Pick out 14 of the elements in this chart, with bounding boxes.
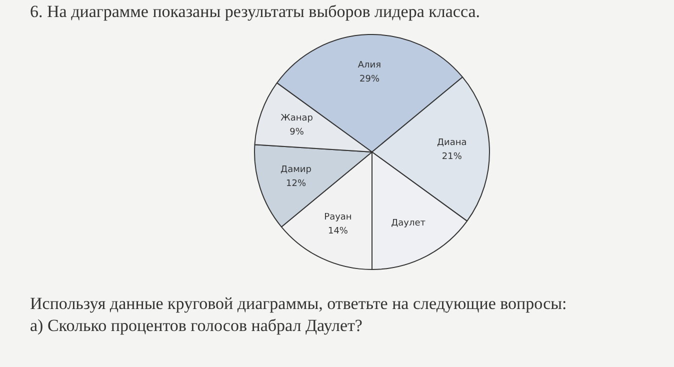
slice-label: Жанар [280,113,314,124]
data-label: 21% [442,152,462,162]
slice-label: Алия [358,60,382,70]
slice-label: Диана [436,138,467,148]
slice-label: Дамир [280,165,312,176]
data-label: 12% [286,179,306,190]
slice-label: Рауан [324,212,352,223]
data-label: 14% [328,226,348,237]
slice-label: Даулет [391,218,426,229]
text: а) Сколько процентов голосов набрал Даулет? [30,316,362,336]
data-label: 9% [290,127,304,138]
data-label: 29% [359,74,380,84]
text: Используя данные круговой диаграммы, ответьте на следующие вопросы: [30,294,567,314]
chart-title: 6. На диаграмме показаны результаты выборов лидера класса. [30,2,480,22]
